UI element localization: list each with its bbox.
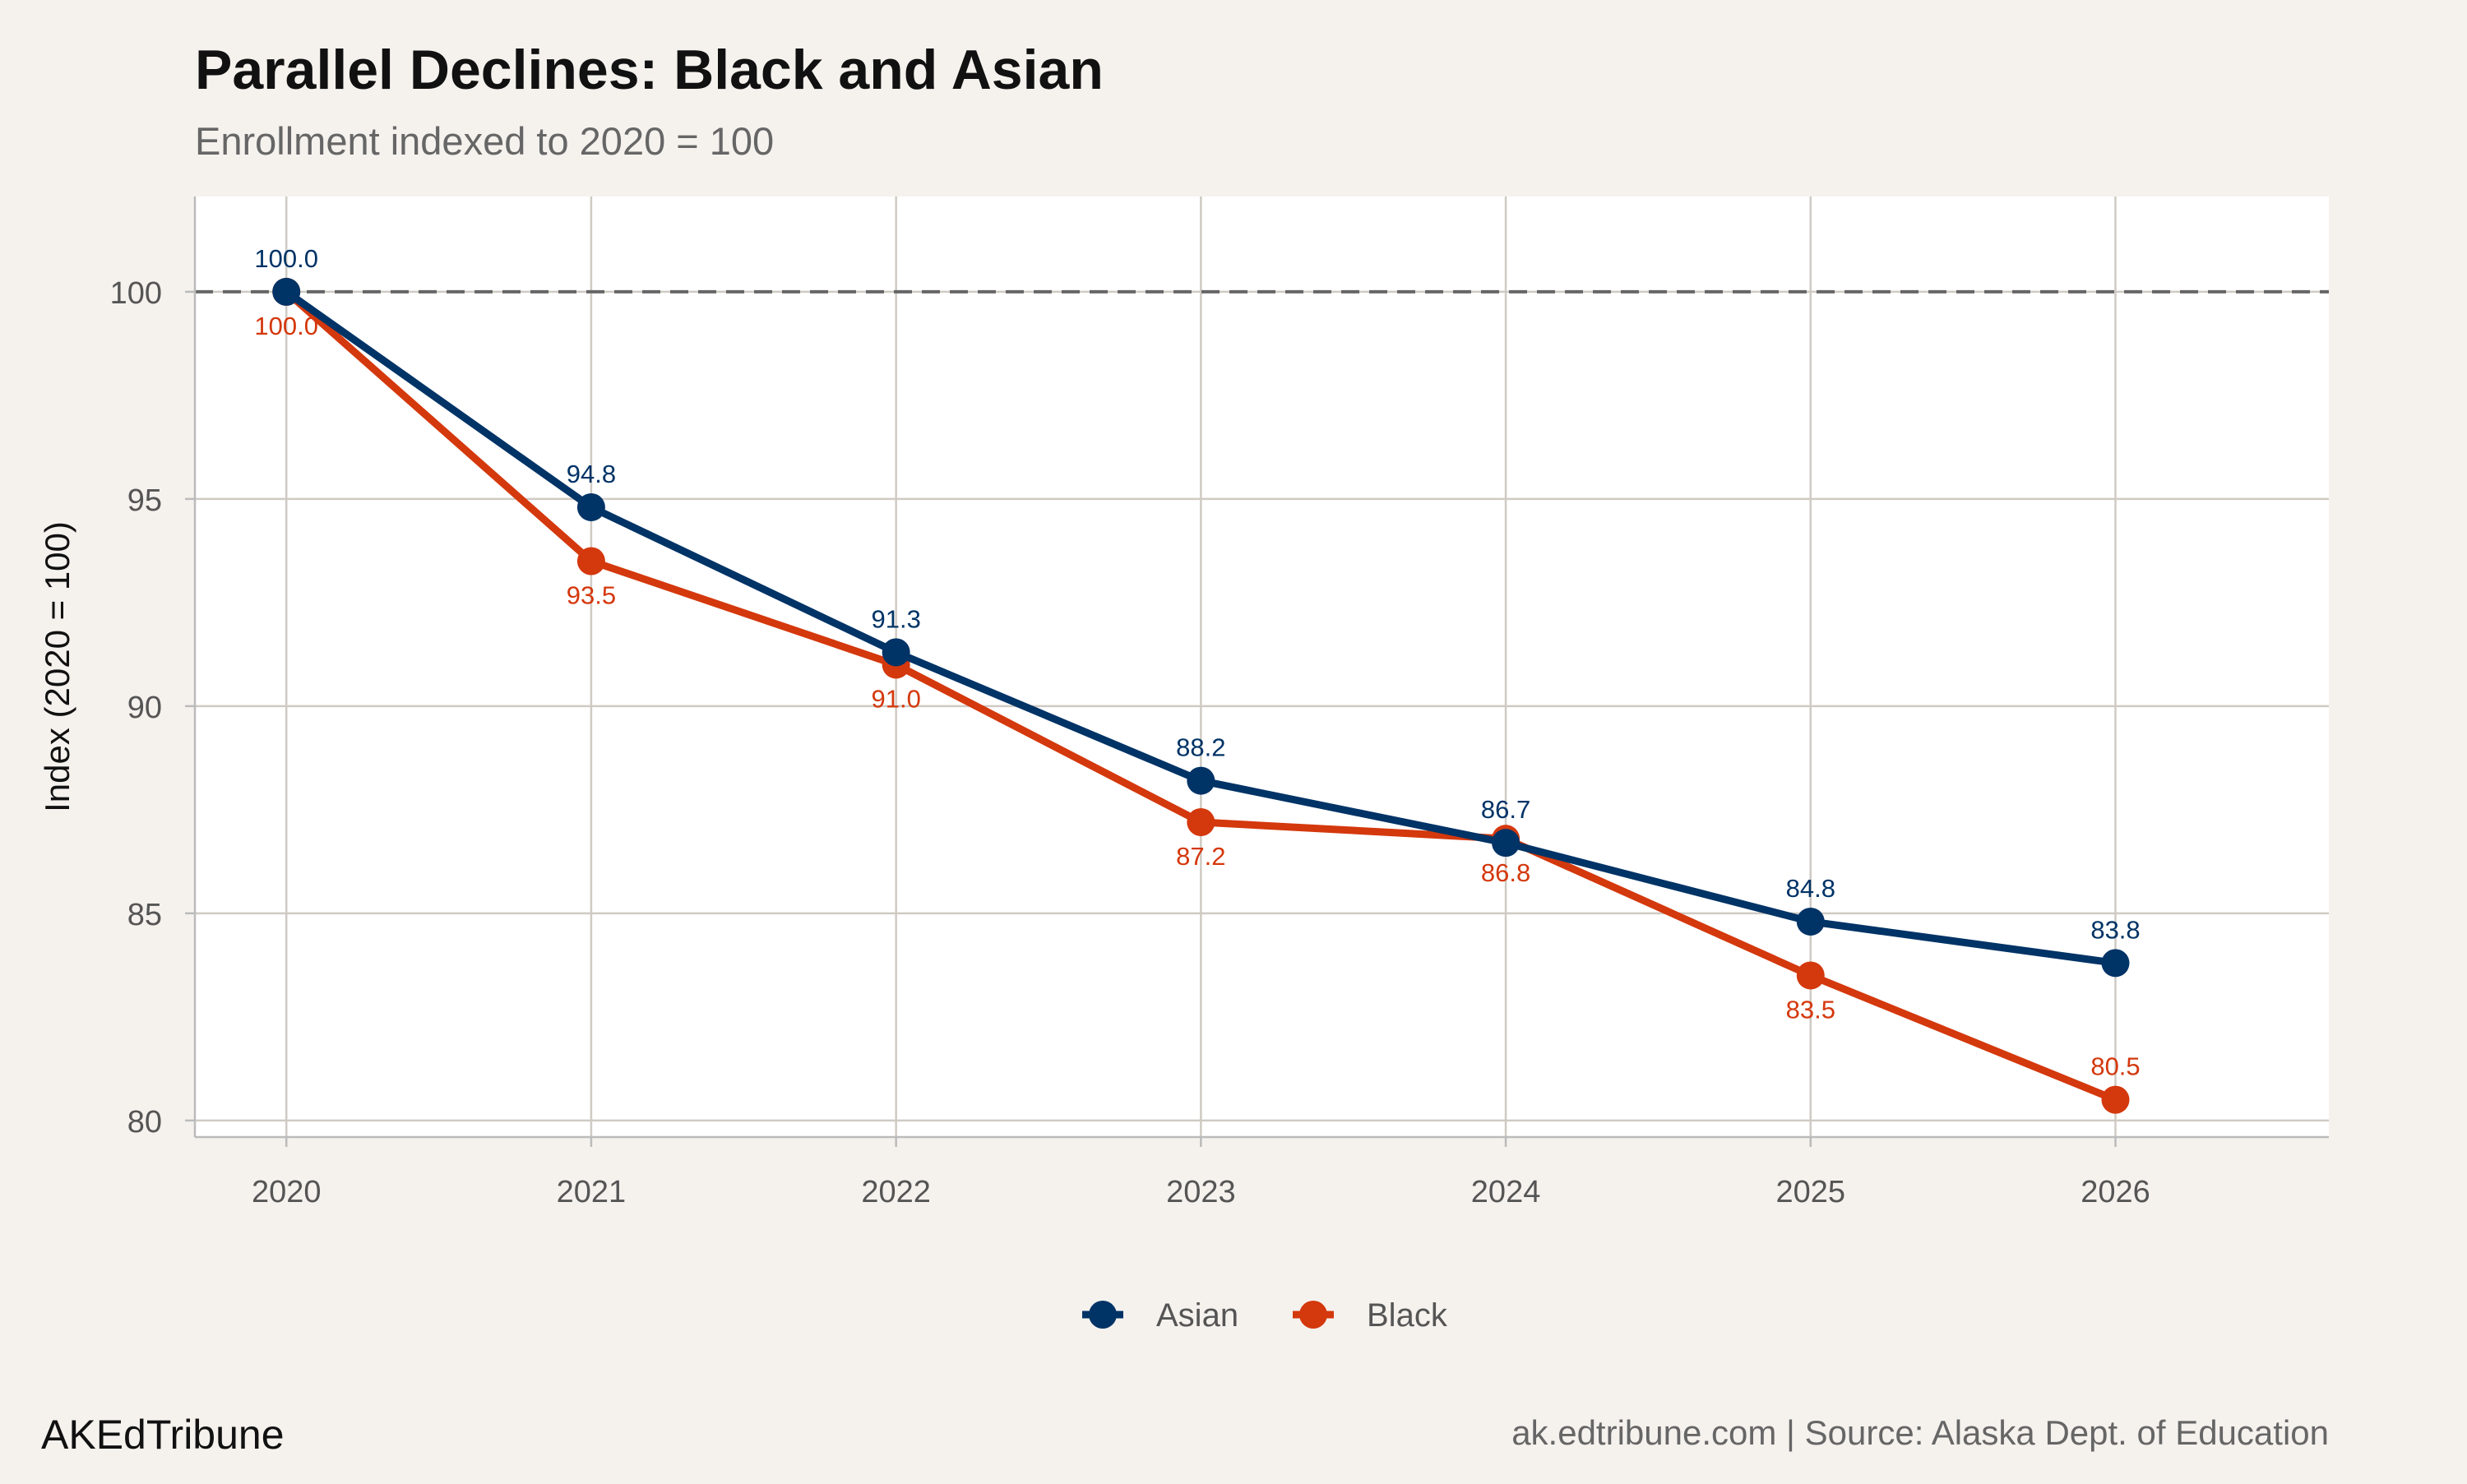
data-point-black [576, 547, 605, 576]
data-label-asian: 86.7 [1481, 795, 1530, 824]
x-tick-label: 2025 [1776, 1175, 1846, 1209]
data-label-black: 86.8 [1481, 858, 1530, 887]
data-label-asian: 91.3 [871, 604, 920, 633]
y-tick-label: 80 [127, 1105, 162, 1140]
data-point-black [1187, 807, 1215, 836]
y-axis-label: Index (2020 = 100) [38, 521, 76, 812]
data-label-asian: 83.8 [2090, 915, 2140, 944]
data-point-asian [576, 492, 605, 521]
data-point-asian [1187, 766, 1215, 795]
y-tick-label: 90 [127, 691, 162, 725]
x-tick-label: 2022 [861, 1175, 931, 1209]
y-tick-label: 100 [110, 276, 162, 311]
data-label-asian: 100.0 [254, 244, 318, 273]
y-tick-label: 85 [127, 898, 162, 932]
legend-label-asian: Asian [1156, 1297, 1238, 1334]
data-label-black: 93.5 [567, 580, 616, 609]
data-point-black [1796, 961, 1825, 990]
data-label-black: 87.2 [1176, 842, 1225, 871]
data-label-asian: 88.2 [1176, 733, 1225, 762]
data-point-black [2101, 1085, 2130, 1114]
data-point-asian [1492, 829, 1520, 858]
legend-label-black: Black [1367, 1297, 1448, 1334]
data-point-asian [882, 638, 910, 667]
chart-subtitle: Enrollment indexed to 2020 = 100 [195, 119, 774, 163]
footer-source: ak.edtribune.com | Source: Alaska Dept. … [1511, 1413, 2329, 1452]
x-tick-label: 2021 [557, 1175, 627, 1209]
data-point-asian [1796, 907, 1825, 936]
legend-key-point-black [1299, 1301, 1327, 1329]
x-tick-label: 2023 [1166, 1175, 1236, 1209]
x-tick-label: 2020 [252, 1175, 322, 1209]
legend-key-point-asian [1089, 1301, 1117, 1329]
data-point-asian [272, 277, 301, 306]
data-label-black: 80.5 [2090, 1052, 2140, 1081]
plot-panel [195, 196, 2329, 1137]
data-label-black: 83.5 [1786, 995, 1835, 1024]
y-tick-label: 95 [127, 483, 162, 518]
data-label-asian: 84.8 [1786, 874, 1835, 903]
footer-brand: AKEdTribune [41, 1412, 285, 1458]
x-tick-label: 2024 [1471, 1175, 1541, 1209]
data-label-black: 100.0 [254, 312, 318, 340]
data-label-asian: 94.8 [567, 460, 616, 488]
data-point-asian [2101, 949, 2130, 978]
chart-title: Parallel Declines: Black and Asian [195, 39, 1104, 101]
data-label-black: 91.0 [871, 684, 920, 713]
x-tick-label: 2026 [2081, 1175, 2150, 1209]
